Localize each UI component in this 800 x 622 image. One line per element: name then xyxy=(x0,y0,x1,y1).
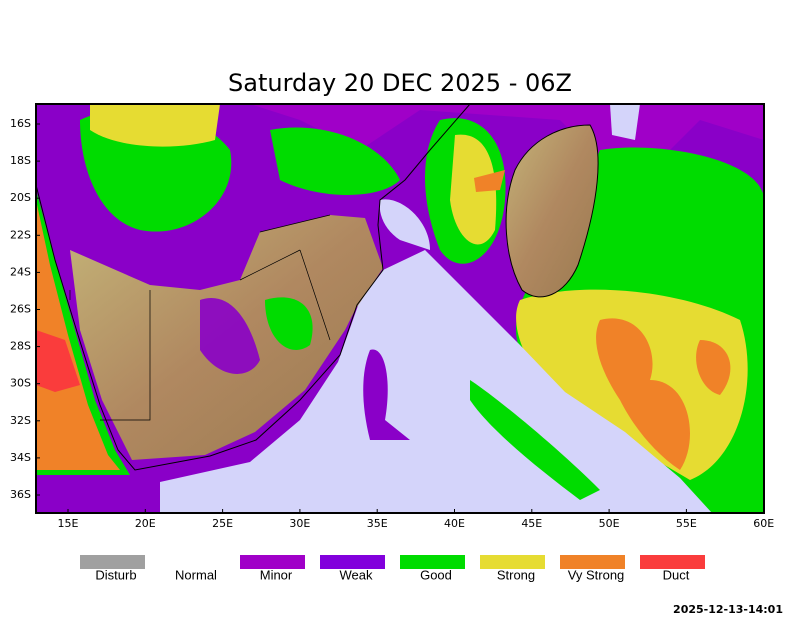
lon-label: 30E xyxy=(289,517,310,530)
legend-swatch xyxy=(480,555,545,569)
lat-label: 32S xyxy=(10,414,31,427)
legend-label: Vy Strong xyxy=(568,567,625,582)
very-strong-area xyxy=(36,200,120,470)
lat-label: 18S xyxy=(10,154,31,167)
map-frame xyxy=(35,103,765,514)
good-area xyxy=(470,380,600,500)
ocean-normal xyxy=(379,199,430,250)
map xyxy=(36,104,764,513)
ocean-normal xyxy=(610,104,640,140)
axis-labels: 16S 18S 20S 22S 24S 26S 28S 30S 32S 34S 36S 15E 20E 2… xyxy=(10,117,774,530)
legend-swatch xyxy=(240,555,305,569)
very-strong-area xyxy=(474,170,505,192)
duct-area xyxy=(36,330,80,392)
lon-label: 15E xyxy=(58,517,79,530)
timestamp: 2025-12-13-14:01 xyxy=(673,603,783,616)
very-strong-area xyxy=(696,340,731,395)
lat-label: 30S xyxy=(10,377,31,390)
legend-label: Minor xyxy=(260,567,293,582)
very-strong-area xyxy=(596,318,690,470)
lon-label: 20E xyxy=(135,517,156,530)
lat-label: 22S xyxy=(10,228,31,241)
ocean-normal xyxy=(160,250,712,513)
good-area xyxy=(270,127,400,195)
legend: Disturb Normal Minor Weak Good Strong Vy Stron… xyxy=(80,555,705,582)
legend-swatch xyxy=(160,555,225,569)
lon-label: 25E xyxy=(212,517,233,530)
lat-label: 20S xyxy=(10,191,31,204)
strong-area xyxy=(90,104,220,147)
legend-swatch xyxy=(560,555,625,569)
legend-label: Normal xyxy=(175,567,217,582)
lat-label: 16S xyxy=(10,117,31,130)
lon-label: 45E xyxy=(521,517,542,530)
lon-label: 35E xyxy=(367,517,388,530)
lat-label: 28S xyxy=(10,340,31,353)
lat-label: 36S xyxy=(10,488,31,501)
map-title: Saturday 20 DEC 2025 - 06Z xyxy=(228,69,572,97)
lat-label: 24S xyxy=(10,265,31,278)
lat-label: 34S xyxy=(10,451,31,464)
legend-label: Disturb xyxy=(95,567,136,582)
legend-label: Strong xyxy=(497,567,535,582)
legend-swatch xyxy=(400,555,465,569)
legend-swatch xyxy=(640,555,705,569)
legend-label: Good xyxy=(420,567,452,582)
madagascar xyxy=(506,125,599,297)
legend-swatch xyxy=(320,555,385,569)
weak-area xyxy=(363,349,410,440)
good-area xyxy=(265,297,313,350)
lon-label: 50E xyxy=(599,517,620,530)
coastline xyxy=(36,104,471,471)
legend-label: Duct xyxy=(663,567,690,582)
lon-label: 40E xyxy=(444,517,465,530)
weak-area xyxy=(200,298,260,374)
lat-label: 26S xyxy=(10,303,31,316)
borders xyxy=(69,214,331,421)
lon-label: 60E xyxy=(753,517,774,530)
strong-area xyxy=(450,134,497,245)
minor-field xyxy=(36,104,764,170)
lon-label: 55E xyxy=(676,517,697,530)
legend-swatch xyxy=(80,555,145,569)
legend-label: Weak xyxy=(340,567,373,582)
coastline xyxy=(505,124,599,298)
